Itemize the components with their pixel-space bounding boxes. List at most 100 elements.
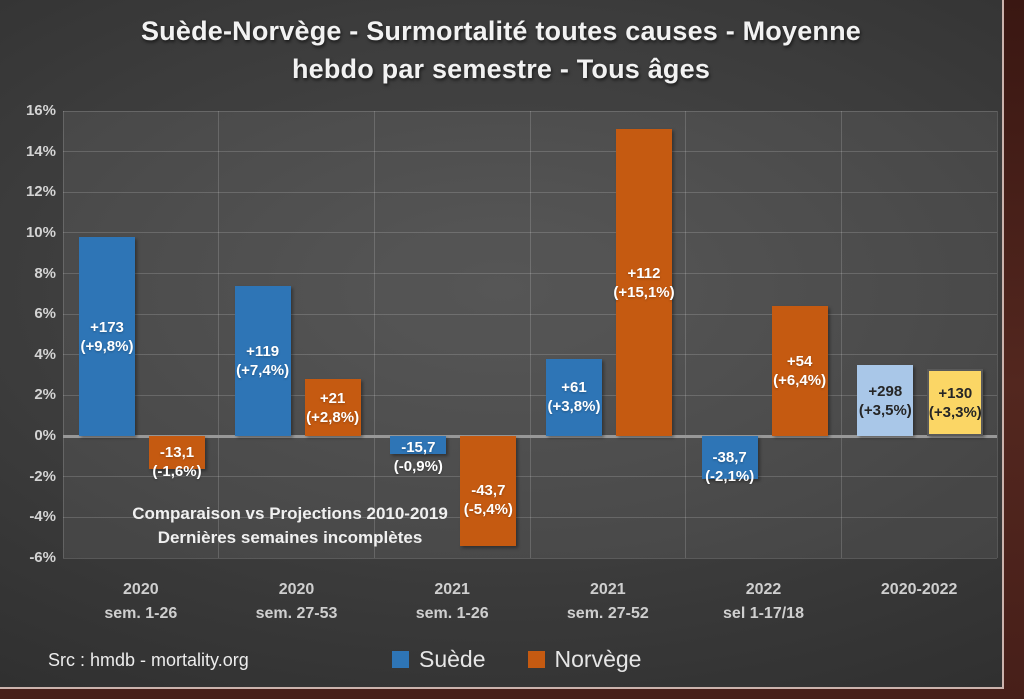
bar-sweden-group3 [390,436,447,455]
legend: Suède Norvège [392,645,641,673]
gridline-horizontal [63,110,997,112]
gridline-vertical [373,111,375,558]
suede-swatch-icon [392,650,409,668]
bar-value-count: +61 [561,379,587,397]
y-axis-label: 4% [34,345,56,363]
x-axis-label-line2: sem. 27-53 [255,605,338,622]
bar-value-count: +54 [786,353,813,371]
bar-value-percent: (-5,4%) [463,501,513,519]
bar-label: +130 (+3,3%) [909,384,1001,422]
gridline-vertical [996,111,998,558]
x-axis-label-line1: 2020 [278,581,315,598]
bar-label: -38,7 (-2,1%) [684,448,776,486]
bar-value-percent: (+7,4%) [236,361,290,379]
bar-norway-group1 [149,436,205,469]
y-axis-label: 12% [25,183,56,201]
x-axis-label-line1: 2020-2022 [880,581,958,598]
gridline-horizontal [63,394,997,396]
x-axis-label-line2: sem. 1-26 [415,605,489,622]
bar-sweden_total-group6 [857,364,914,437]
bar-label: +298 (+3,5%) [839,382,931,420]
gridline-vertical [840,111,842,558]
x-axis-label: 2021 sem. 27-52 [530,578,686,626]
bar-sweden-group5 [701,436,758,479]
gridline-horizontal [63,191,997,193]
bar-value-count: +21 [319,389,346,407]
bar-value-percent: (-2,1%) [705,467,755,485]
bar-label: +119 (+7,4%) [217,342,309,380]
bar-value-count: -43,7 [471,482,506,500]
bar-value-count: -15,7 [401,439,436,457]
bar-value-percent: (+15,1%) [613,283,675,301]
legend-label-suede: Suède [419,646,486,672]
annotation: Comparaison vs Projections 2010-2019 Der… [128,502,452,550]
x-axis-label: 2020-2022 [841,578,997,602]
x-axis-label: 2021 sem. 1-26 [374,578,530,626]
bar-norway-group2 [304,379,361,437]
legend-item-suede: Suède [392,645,486,673]
y-axis-label: 14% [25,142,56,160]
slide: Suède-Norvège - Surmortalité toutes caus… [0,0,1004,689]
chart-title-line1: Suède-Norvège - Surmortalité toutes caus… [140,16,862,46]
gridline-vertical [62,111,64,558]
x-axis-label-line1: 2020 [123,581,159,598]
y-axis-label: -2% [29,467,56,485]
source-note: Src : hmdb - mortality.org [48,650,249,670]
x-axis-label-line2: sel 1-17/18 [723,605,804,622]
gridline-horizontal [63,476,997,478]
bar-value-percent: (+2,8%) [306,408,360,426]
y-axis-label: 0% [34,427,56,445]
x-axis-label: 2020 sem. 1-26 [63,578,219,626]
bar-sweden-group2 [234,285,291,437]
bar-value-percent: (+9,8%) [80,337,134,355]
x-axis-label-line1: 2021 [434,581,470,598]
x-axis-label-line1: 2021 [590,581,626,598]
legend-item-norvege: Norvège [527,645,641,673]
gridline-vertical [529,111,531,558]
y-axis-label: -6% [29,549,56,566]
gridline-vertical [685,111,687,558]
bar-value-percent: (+3,3%) [928,403,982,421]
x-axis-label: 2022 sel 1-17/18 [686,578,842,626]
y-axis-label: -4% [29,508,56,526]
bar-value-count: +173 [90,318,124,336]
bar-norway-group5 [771,306,828,437]
x-axis-label-line1: 2022 [745,581,782,598]
gridline-horizontal [63,151,997,153]
bar-value-count: +119 [246,342,280,360]
bar-value-count: +112 [627,264,661,282]
norvege-swatch-icon [527,650,545,668]
x-axis-label-line2: sem. 1-26 [104,605,178,622]
x-axis-label: 2020 sem. 27-53 [219,578,375,626]
bar-value-count: -13,1 [159,443,195,461]
bar-norway-group3 [460,436,517,546]
gridline-horizontal [63,557,997,559]
bar-sweden-group1 [79,236,135,437]
bar-sweden-group4 [546,358,602,437]
gridline-horizontal [63,354,997,356]
bar-value-count: +130 [938,384,973,402]
zero-axis-line [63,434,997,438]
gridline-horizontal [63,232,997,234]
y-axis-label: 16% [25,102,56,119]
bar-label: -15,7 (-0,9%) [372,438,464,476]
chart-title-line2: hebdo par semestre - Tous âges [291,54,711,84]
bar-label: -13,1 (-1,6%) [131,443,223,481]
bar-value-count: +298 [868,382,903,400]
bar-value-percent: (+3,8%) [547,398,601,416]
bar-value-percent: (+6,4%) [773,372,827,390]
plot-area: +173 (+9,8%) -13,1 (-1,6%) +119 (+7,4%) +21 (+2… [61,110,998,559]
y-axis-label: 8% [34,264,56,282]
bar-label: +112 (+15,1%) [598,264,690,302]
x-axis-label-line2: sem. 27-52 [566,605,649,622]
gridline-horizontal [63,273,997,275]
bar-label: +61 (+3,8%) [528,378,620,416]
bar-label: -43,7 (-5,4%) [442,481,534,519]
gridline-horizontal [63,313,997,315]
bar-value-percent: (-0,9%) [393,458,443,476]
annotation-line2: Dernières semaines incomplètes [157,528,423,547]
chart-title: Suède-Norvège - Surmortalité toutes caus… [0,12,1002,88]
bar-value-percent: (-1,6%) [152,462,202,480]
bar-label: +173 (+9,8%) [61,318,153,356]
